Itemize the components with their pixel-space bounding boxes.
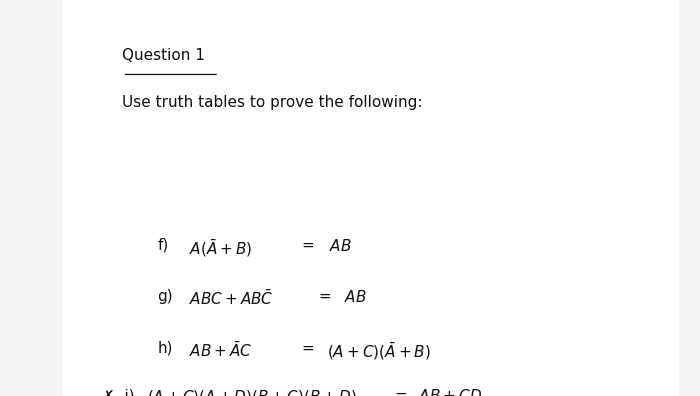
Text: ✗  i): ✗ i) xyxy=(102,388,134,396)
Text: Question 1: Question 1 xyxy=(122,48,205,63)
Text: =: = xyxy=(394,388,407,396)
Text: =: = xyxy=(318,289,331,304)
Text: $AB$: $AB$ xyxy=(344,289,368,305)
Text: $AB$: $AB$ xyxy=(329,238,352,253)
Text: g): g) xyxy=(158,289,173,304)
FancyBboxPatch shape xyxy=(63,0,679,396)
Text: $(A+C)(A+D)(B+C)(B+D)$: $(A+C)(A+D)(B+C)(B+D)$ xyxy=(147,388,357,396)
Text: =: = xyxy=(301,238,314,253)
Text: $AB+CD$: $AB+CD$ xyxy=(418,388,482,396)
Text: $ABC+AB\bar{C}$: $ABC+AB\bar{C}$ xyxy=(189,289,274,308)
Text: f): f) xyxy=(158,238,169,253)
Text: $(A+C)(\bar{A}+B)$: $(A+C)(\bar{A}+B)$ xyxy=(327,341,430,362)
Text: Use truth tables to prove the following:: Use truth tables to prove the following: xyxy=(122,95,423,110)
Text: =: = xyxy=(301,341,314,356)
Text: $A(\bar{A}+B)$: $A(\bar{A}+B)$ xyxy=(189,238,253,259)
Text: $AB+\bar{A}C$: $AB+\bar{A}C$ xyxy=(189,341,253,360)
Text: h): h) xyxy=(158,341,173,356)
